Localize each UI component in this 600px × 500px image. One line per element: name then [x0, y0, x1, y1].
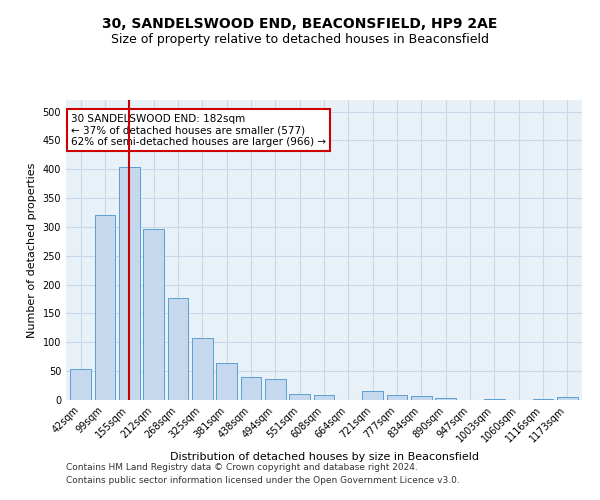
Text: Contains HM Land Registry data © Crown copyright and database right 2024.: Contains HM Land Registry data © Crown c…: [66, 464, 418, 472]
Bar: [241, 377, 262, 400]
Bar: [192, 338, 212, 400]
Bar: [216, 363, 237, 400]
Bar: [167, 298, 188, 400]
Bar: [70, 370, 91, 400]
Bar: [314, 395, 334, 400]
Y-axis label: Number of detached properties: Number of detached properties: [27, 162, 37, 338]
Bar: [265, 379, 286, 400]
Bar: [362, 392, 383, 400]
Text: Contains public sector information licensed under the Open Government Licence v3: Contains public sector information licen…: [66, 476, 460, 485]
Bar: [557, 396, 578, 400]
Bar: [95, 216, 115, 400]
Text: Size of property relative to detached houses in Beaconsfield: Size of property relative to detached ho…: [111, 32, 489, 46]
Bar: [289, 394, 310, 400]
X-axis label: Distribution of detached houses by size in Beaconsfield: Distribution of detached houses by size …: [170, 452, 479, 462]
Text: 30, SANDELSWOOD END, BEACONSFIELD, HP9 2AE: 30, SANDELSWOOD END, BEACONSFIELD, HP9 2…: [103, 18, 497, 32]
Bar: [119, 168, 140, 400]
Bar: [436, 398, 456, 400]
Bar: [386, 395, 407, 400]
Text: 30 SANDELSWOOD END: 182sqm
← 37% of detached houses are smaller (577)
62% of sem: 30 SANDELSWOOD END: 182sqm ← 37% of deta…: [71, 114, 326, 146]
Bar: [143, 228, 164, 400]
Bar: [411, 396, 432, 400]
